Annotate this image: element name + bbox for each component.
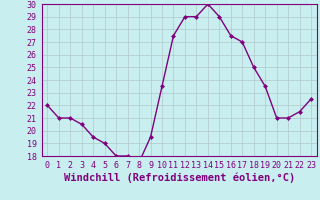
X-axis label: Windchill (Refroidissement éolien,°C): Windchill (Refroidissement éolien,°C) xyxy=(64,173,295,183)
